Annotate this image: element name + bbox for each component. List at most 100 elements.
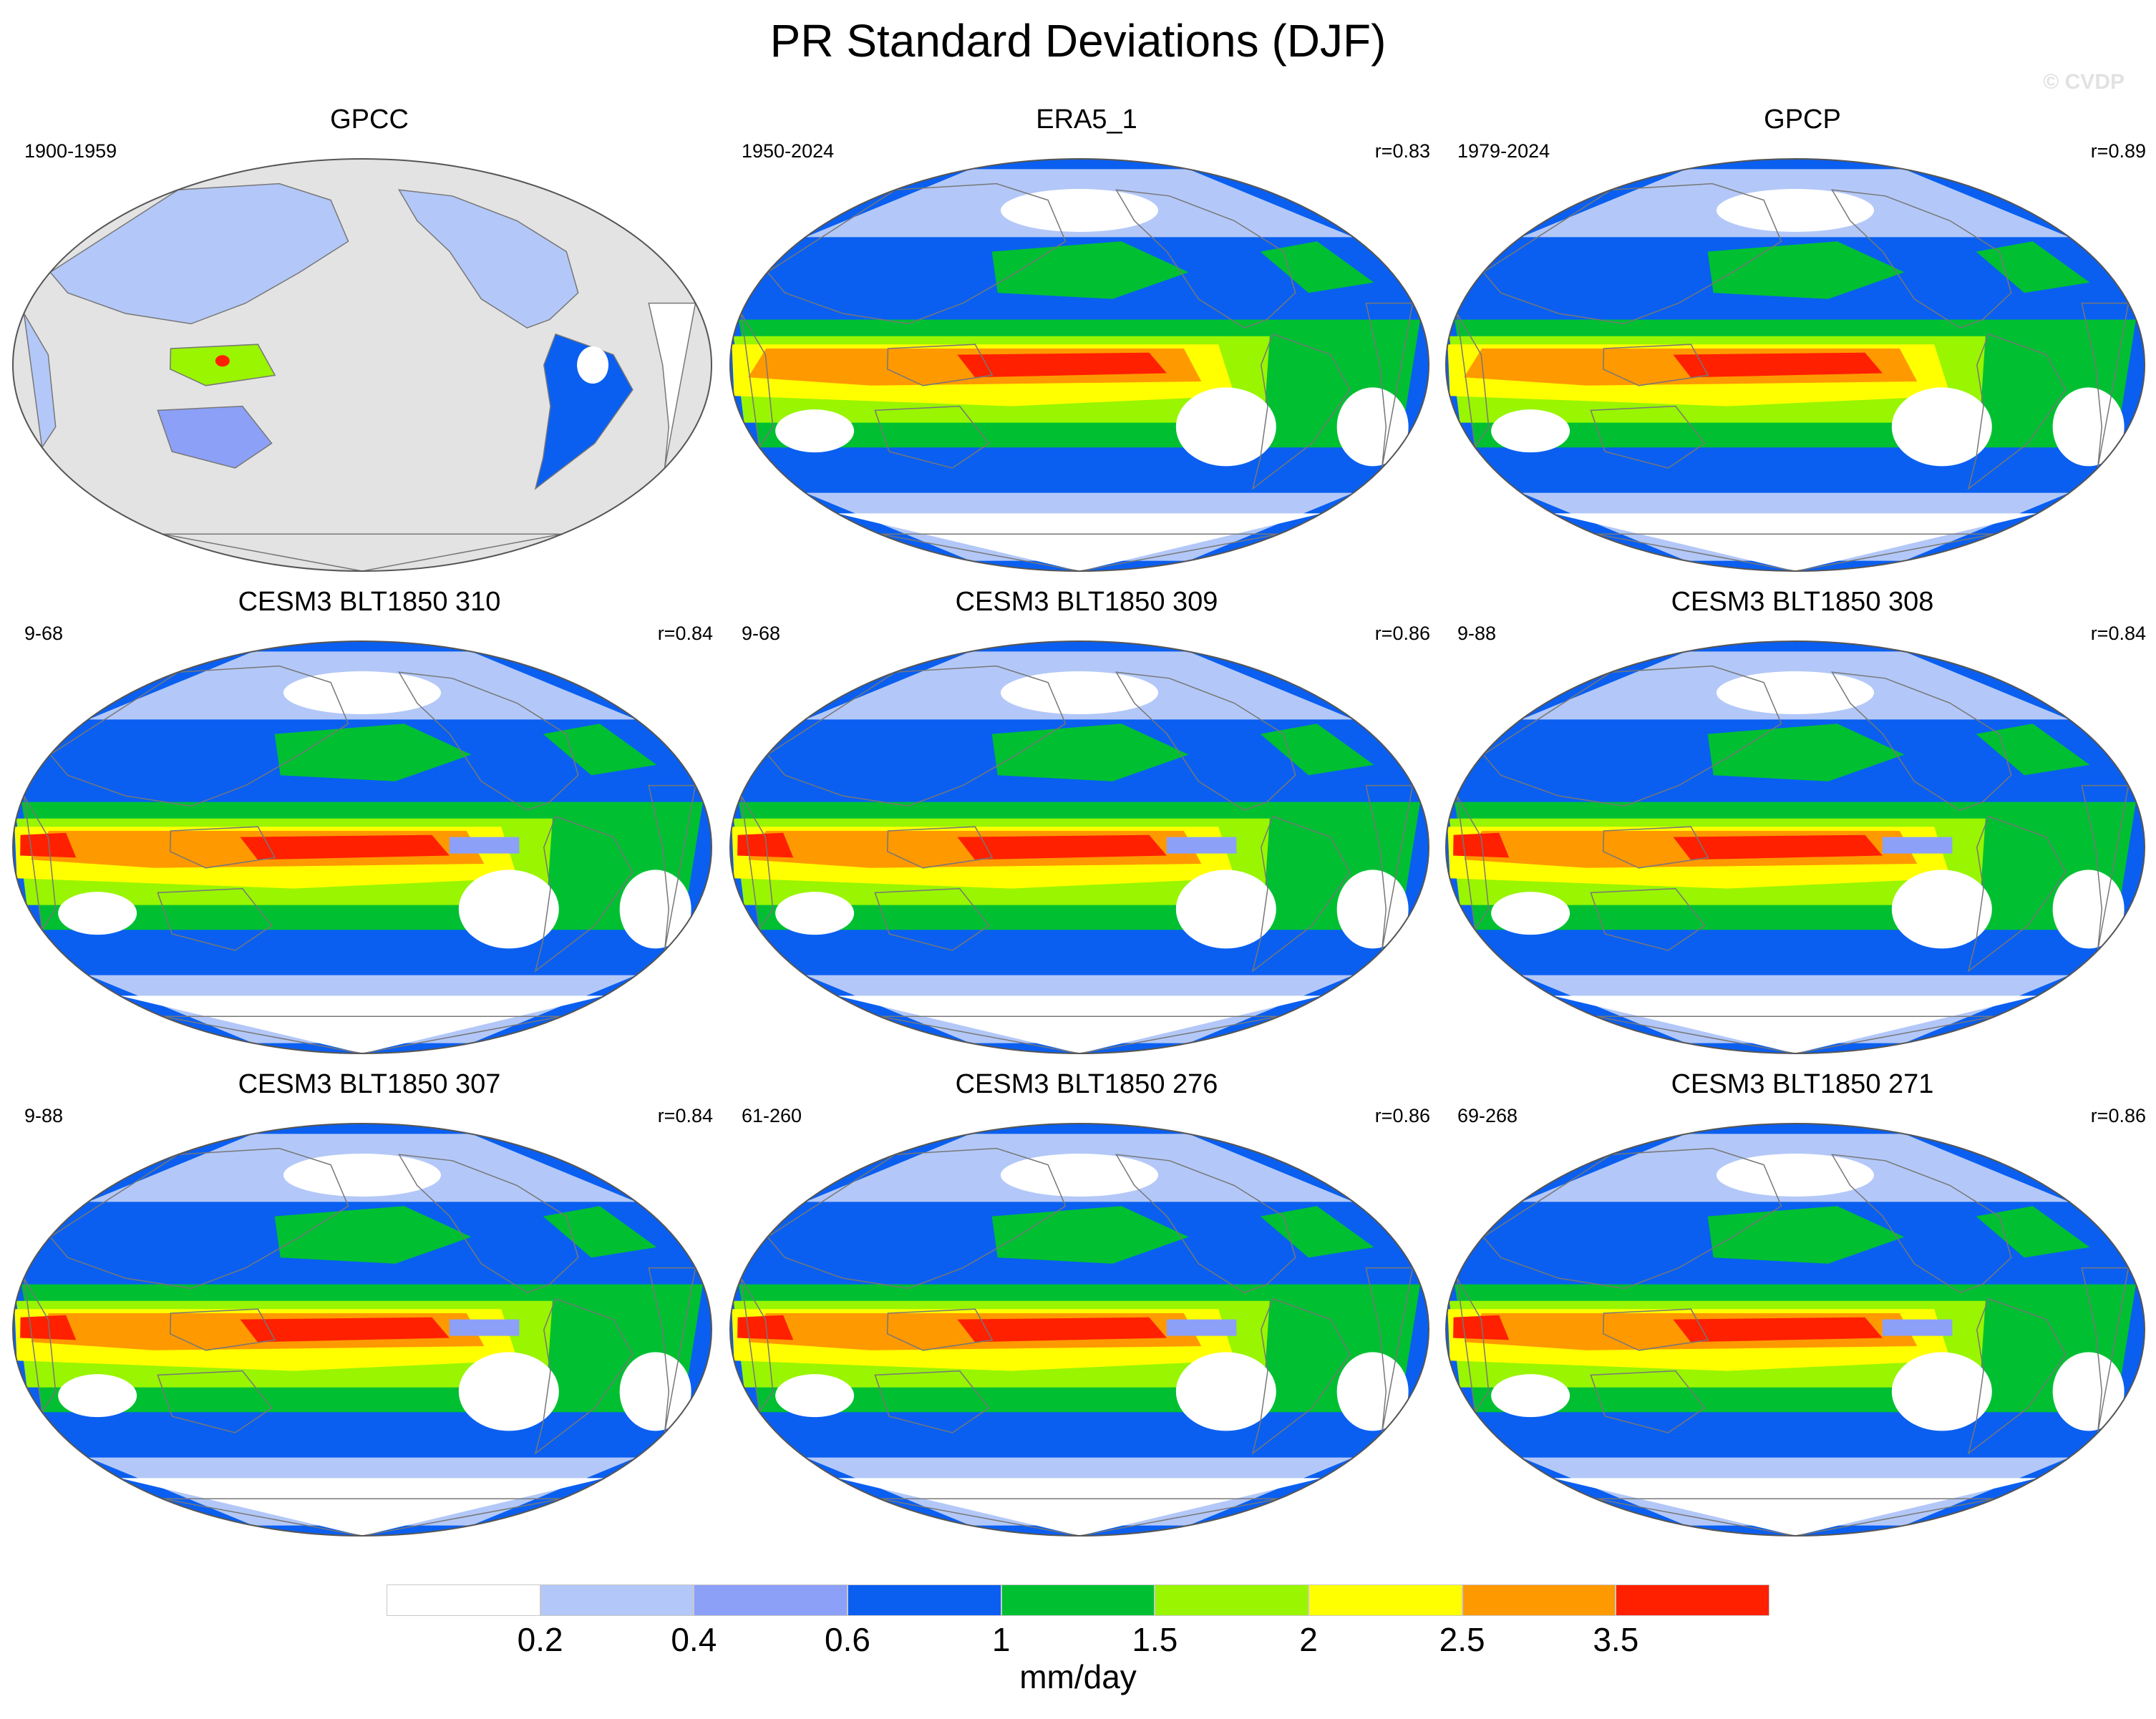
precip-std-map [729, 158, 1429, 572]
south-indian-dry-zone [775, 409, 855, 453]
coastline-antarctica [1595, 1016, 1996, 1053]
precip-std-map [729, 1123, 1429, 1537]
panel-title: CESM3 BLT1850 308 [1671, 587, 1934, 617]
colorbar-tick-label: 2.5 [1439, 1621, 1485, 1658]
antarctic-low-band [837, 1478, 1322, 1536]
coastline-antarctica [1595, 533, 1996, 571]
arctic-dry-zone [1001, 189, 1158, 232]
coastline-australia [157, 1370, 273, 1433]
coastline-africaE [1456, 795, 1490, 932]
south-atlantic-dry-zone [2052, 387, 2125, 467]
equatorial-cold-tongue [1882, 1319, 1953, 1336]
coastline-africaW [648, 784, 696, 951]
colorbar-box [540, 1584, 694, 1616]
se-pacific-dry-zone [1891, 870, 1992, 949]
coastline-maritime [886, 1308, 994, 1351]
coastline-asia [767, 182, 1067, 325]
north-pacific-storm-track [274, 1206, 472, 1264]
south-indian-dry-zone [775, 1374, 855, 1418]
colorbar-box [1308, 1584, 1462, 1616]
coastline-southAmerica [1251, 333, 1351, 490]
panel-period: 9-68 [24, 623, 64, 644]
coastline-maritime [169, 826, 276, 869]
south-atlantic-dry-zone [619, 870, 691, 949]
precip-std-map [12, 158, 712, 572]
north-atlantic-storm-track [543, 1206, 657, 1258]
coastline-antarctica [162, 1016, 563, 1053]
south-atlantic-dry-zone [1336, 387, 1409, 467]
south-atlantic-dry-zone [2052, 1352, 2125, 1431]
map-border [12, 641, 712, 1054]
equatorial-cold-tongue [1166, 837, 1237, 854]
indian-ocean-maximum [20, 832, 77, 858]
coastline-northAmerica [1830, 189, 2012, 329]
colorbar-box [848, 1584, 1001, 1616]
panel-title: GPCC [330, 104, 409, 135]
map-panel: CESM3 BLT1850 310 9-68 r=0.84 [11, 587, 727, 1066]
map-panel: CESM3 BLT1850 308 9-88 r=0.84 [1444, 587, 2156, 1066]
central-pacific-maximum [957, 834, 1167, 860]
map-border [729, 641, 1429, 1054]
colorbar [387, 1584, 1770, 1616]
precip-std-map [729, 641, 1429, 1054]
coastline-southAmerica [1967, 815, 2067, 973]
coastline-africaE [23, 1277, 57, 1414]
arctic-dry-zone [1716, 189, 1874, 232]
north-pacific-storm-track [1707, 1206, 1905, 1264]
colorbar-units: mm/day [1019, 1658, 1137, 1695]
panel-period: 61-260 [742, 1105, 802, 1126]
antarctic-low-band [1553, 1478, 2038, 1536]
map-panel: CESM3 BLT1850 307 9-88 r=0.84 [11, 1069, 727, 1549]
coastline-africaE [740, 1277, 774, 1414]
coastline-africaE [1456, 1277, 1490, 1414]
coastline-northAmerica [1830, 671, 2012, 812]
south-atlantic-dry-zone [619, 1352, 691, 1431]
map-border [729, 1123, 1429, 1537]
land-africaW [648, 302, 696, 469]
arctic-dry-zone [1716, 671, 1874, 714]
north-pacific-storm-track [1707, 241, 1905, 299]
land-southAmerica [534, 333, 633, 490]
coastline-maritime [1602, 344, 1709, 386]
south-indian-dry-zone [58, 1374, 137, 1418]
cvdp-watermark: © CVDP [2043, 70, 2125, 94]
land-northAmerica [397, 189, 579, 329]
coastline-africaW [1365, 1267, 1414, 1433]
coastline-australia [874, 1370, 990, 1433]
panel-period: 69-268 [1457, 1105, 1518, 1126]
central-pacific-maximum [1673, 834, 1883, 860]
indian-ocean-maximum [1453, 832, 1510, 858]
panel-title: CESM3 BLT1850 309 [955, 587, 1218, 617]
coastline-australia [157, 887, 273, 951]
south-indian-dry-zone [1491, 409, 1570, 453]
panel-correlation: r=0.84 [2090, 623, 2146, 644]
panel-period: 9-68 [742, 623, 781, 644]
colorbar-tick-label: 3.5 [1593, 1621, 1639, 1658]
north-atlantic-storm-track [543, 724, 657, 776]
panel-correlation: r=0.86 [1374, 623, 1430, 644]
indian-ocean-maximum [737, 832, 794, 858]
south-indian-dry-zone [775, 892, 855, 935]
coastline-africaW [2081, 784, 2130, 951]
panel-correlation: r=0.84 [657, 1105, 713, 1126]
colorbar-tick-label: 1.5 [1132, 1621, 1178, 1658]
antarctic-low-band [1553, 513, 2038, 571]
coastline-northAmerica [1830, 1154, 2012, 1294]
precip-std-map [1445, 1123, 2145, 1537]
coastline-northAmerica [1115, 671, 1296, 812]
arctic-dry-zone [1001, 671, 1158, 714]
coastline-northAmerica [397, 1154, 579, 1294]
panel-period: 1950-2024 [742, 140, 835, 162]
central-pacific-maximum [1673, 1317, 1883, 1343]
panel-title: CESM3 BLT1850 271 [1671, 1069, 1934, 1099]
precip-std-map [1445, 641, 2145, 1054]
coastline-southAmerica [534, 815, 633, 973]
coastline-maritime [1602, 826, 1709, 869]
se-pacific-dry-zone [458, 870, 559, 949]
map-border [729, 158, 1429, 572]
coastline-southAmerica [1251, 815, 1351, 973]
map-panel: GPCC 1900-1959 [11, 104, 727, 584]
coastline-asia [49, 1147, 349, 1290]
central-pacific-maximum [957, 1317, 1167, 1343]
land-asia [49, 182, 349, 325]
